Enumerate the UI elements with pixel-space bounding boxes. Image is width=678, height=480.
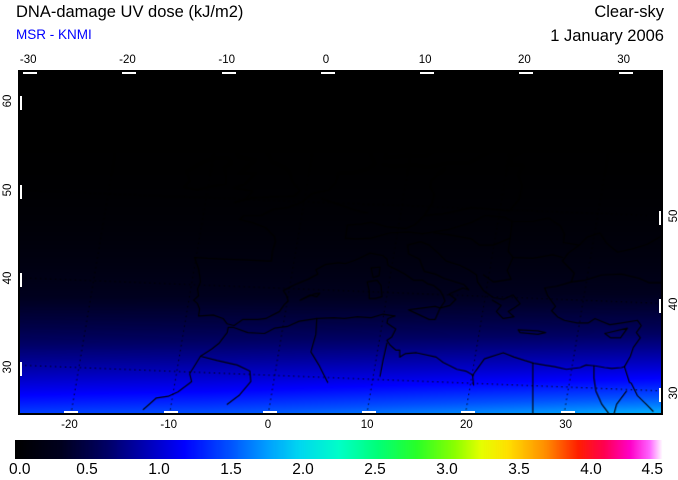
- colorbar-tick-label: 3.0: [436, 461, 458, 478]
- axis-label-bottom: 10: [360, 419, 374, 431]
- tick-right: [659, 299, 661, 314]
- chart-header: DNA-damage UV dose (kJ/m2) MSR - KNMI Cl…: [0, 0, 678, 52]
- tick-left: [20, 361, 22, 376]
- colorbar-tick-label: 2.0: [292, 461, 314, 478]
- colorbar-tick-label: 4.5: [641, 461, 663, 478]
- axis-label-bottom: 30: [559, 419, 573, 431]
- colorbar: [15, 440, 663, 459]
- tick-bottom: [560, 411, 575, 413]
- page-title: DNA-damage UV dose (kJ/m2): [16, 3, 244, 21]
- colorbar-tick-labels: 0.0 0.5 1.0 1.5 2.0 2.5 3.0 3.5 4.0 4.5: [9, 461, 663, 480]
- axis-label-bottom: 0: [264, 419, 272, 431]
- colorbar-tick-label: 0.5: [76, 461, 98, 478]
- axis-label-top: -10: [218, 54, 235, 66]
- axis-label-top: 0: [322, 54, 330, 66]
- tick-top: [122, 72, 137, 74]
- colorbar-tick-label: 3.5: [508, 461, 530, 478]
- map-plot-frame: [18, 70, 663, 415]
- axis-label-top: -20: [119, 54, 136, 66]
- tick-right: [659, 387, 661, 402]
- tick-bottom: [362, 411, 377, 413]
- axis-label-left: 30: [2, 360, 14, 374]
- tick-bottom: [163, 411, 178, 413]
- axis-label-right: 30: [668, 386, 678, 400]
- axis-label-bottom: -20: [61, 419, 78, 431]
- axis-label-left: 50: [2, 183, 14, 197]
- axis-label-bottom: 20: [459, 419, 473, 431]
- tick-top: [221, 72, 236, 74]
- date-label: 1 January 2006: [550, 27, 664, 45]
- colorbar-gradient: [15, 440, 663, 459]
- colorbar-tick-label: 1.5: [220, 461, 242, 478]
- axis-label-right: 40: [668, 297, 678, 311]
- tick-top: [23, 72, 38, 74]
- colorbar-tick-label: 4.0: [580, 461, 602, 478]
- uv-dose-heatmap: [20, 72, 661, 413]
- tick-left: [20, 184, 22, 199]
- axis-label-top: 30: [617, 54, 631, 66]
- tick-top: [618, 72, 633, 74]
- colorbar-tick-label: 1.0: [148, 461, 170, 478]
- axis-label-left: 40: [2, 271, 14, 285]
- axis-label-bottom: -10: [160, 419, 177, 431]
- tick-right: [659, 210, 661, 225]
- axis-label-right: 50: [668, 209, 678, 223]
- axis-label-top: 20: [517, 54, 531, 66]
- tick-top: [320, 72, 335, 74]
- tick-left: [20, 273, 22, 288]
- tick-bottom: [262, 411, 277, 413]
- tick-top: [519, 72, 534, 74]
- axis-label-top: -30: [19, 54, 37, 66]
- axis-label-top: 10: [418, 54, 432, 66]
- tick-left: [20, 96, 22, 111]
- colorbar-tick-label: 2.5: [364, 461, 386, 478]
- sky-condition-label: Clear-sky: [594, 3, 664, 21]
- axis-label-left: 60: [2, 94, 14, 108]
- tick-bottom: [64, 411, 79, 413]
- colorbar-tick-label: 0.0: [9, 461, 31, 478]
- tick-top: [420, 72, 435, 74]
- tick-bottom: [461, 411, 476, 413]
- chart-source-label: MSR - KNMI: [16, 27, 92, 42]
